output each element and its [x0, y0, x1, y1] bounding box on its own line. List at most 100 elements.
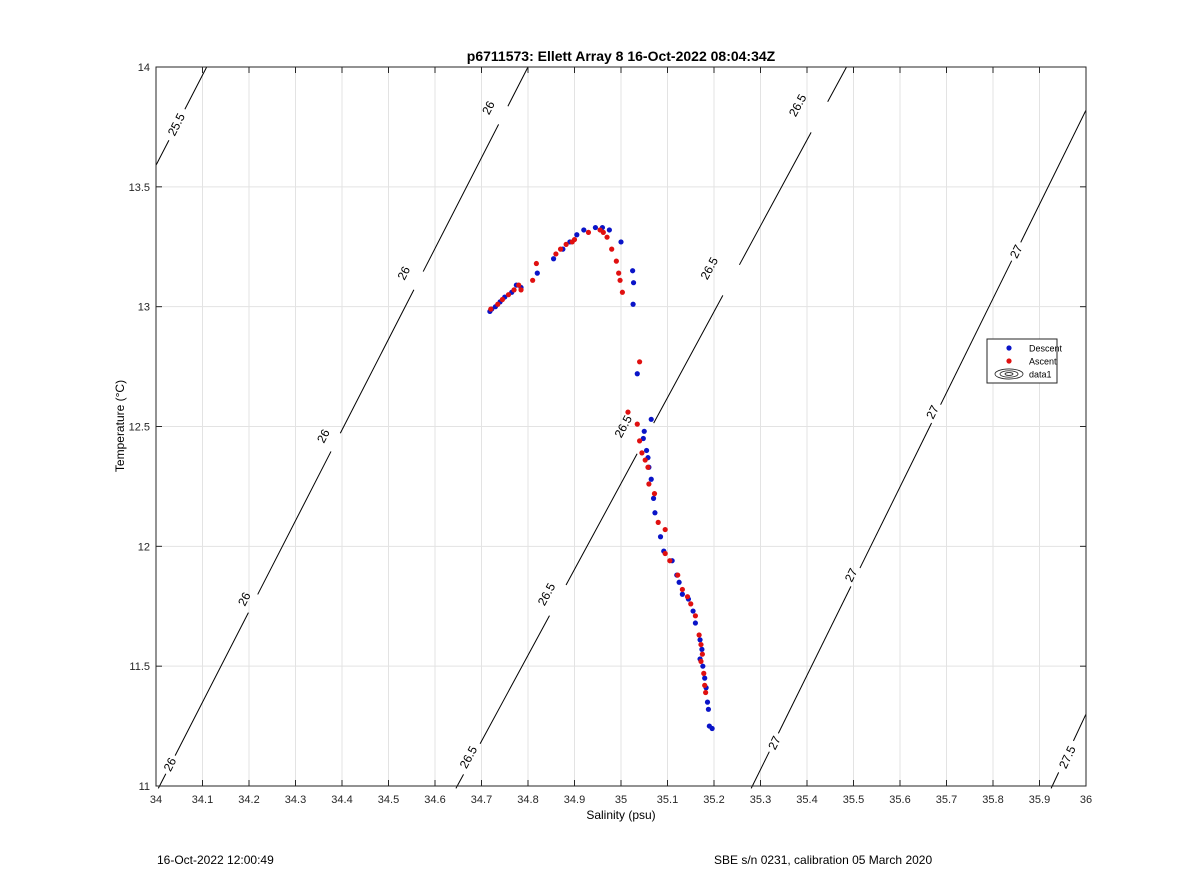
descent-point — [690, 608, 696, 614]
y-tick-label: 13.5 — [129, 182, 150, 194]
descent-point — [705, 706, 712, 712]
ascent-point — [511, 287, 517, 293]
x-tick-label: 35.2 — [703, 794, 724, 806]
isopycnal-line — [155, 139, 170, 166]
descent-point — [640, 435, 646, 442]
descent-point — [534, 270, 540, 276]
y-tick-label: 11 — [139, 781, 150, 793]
legend-contour-icon — [1004, 372, 1014, 376]
descent-point — [679, 591, 685, 597]
legend-label: Ascent — [1029, 357, 1057, 367]
isopycnal-line — [339, 289, 415, 434]
isopycnal-label: 27 — [1007, 242, 1026, 260]
ascent-point — [619, 289, 625, 295]
descent-point — [657, 534, 664, 540]
x-axis-label: Salinity (psu) — [586, 808, 655, 822]
isopycnal-label: 26 — [479, 98, 498, 117]
footer-timestamp: 16-Oct-2022 12:00:49 — [157, 853, 274, 867]
isopycnal-line — [422, 124, 500, 272]
isopycnal-line — [184, 66, 208, 110]
isopycnal-label: 27.5 — [1056, 743, 1079, 770]
descent-point — [676, 579, 682, 585]
isopycnal-label: 26.5 — [786, 91, 810, 118]
isopycnal-line — [859, 422, 933, 569]
ascent-point — [609, 246, 615, 252]
isopycnal-line — [507, 66, 529, 107]
ascent-point — [557, 246, 564, 252]
isopycnal-label: 27 — [765, 733, 784, 751]
isopycnal-line — [750, 751, 770, 789]
isopycnal-line — [479, 615, 550, 744]
ascent-point — [692, 613, 699, 619]
ascent-point — [688, 601, 694, 607]
x-tick-label: 34.8 — [517, 794, 538, 806]
ascent-point — [616, 270, 622, 276]
ascent-point — [702, 682, 708, 688]
legend-label: data1 — [1029, 370, 1052, 380]
descent-point — [652, 510, 658, 516]
x-tick-label: 35.4 — [796, 794, 817, 806]
ascent-point — [662, 526, 668, 533]
descent-point — [704, 699, 711, 705]
ascent-point — [533, 260, 539, 267]
ascent-point — [655, 519, 661, 525]
isopycnal-label: 26 — [395, 264, 414, 283]
descent-point — [550, 256, 557, 262]
y-tick-label: 12 — [138, 541, 150, 553]
isopycnal-label: 27 — [923, 403, 942, 421]
ascent-point — [563, 241, 569, 247]
x-tick-label: 34.5 — [378, 794, 399, 806]
isopycnal-line — [827, 66, 847, 103]
ascent-point — [639, 450, 645, 456]
x-tick-label: 34.7 — [471, 794, 492, 806]
x-tick-label: 34 — [150, 794, 162, 806]
ascent-point — [662, 550, 668, 557]
isopycnal-label: 26.5 — [457, 743, 481, 770]
ascent-point — [625, 409, 631, 415]
ascent-point — [571, 236, 578, 243]
ascent-point — [518, 287, 524, 293]
descent-point — [630, 280, 637, 286]
ascent-point — [637, 359, 643, 365]
descent-point — [702, 675, 708, 681]
descent-point — [592, 224, 599, 231]
isopycnal-label: 27 — [842, 566, 861, 584]
ascent-point — [703, 689, 709, 696]
ascent-point — [698, 641, 704, 648]
descent-point — [699, 646, 705, 652]
ascent-point — [699, 651, 705, 657]
ascent-point — [553, 251, 559, 257]
isopycnal-line — [738, 132, 812, 266]
ascent-point — [667, 558, 673, 564]
ascent-point — [696, 632, 702, 638]
isopycnal-label: 26 — [161, 755, 180, 774]
descent-point — [630, 268, 636, 274]
isopycnal-line — [1072, 713, 1087, 742]
ascent-point — [645, 464, 651, 470]
x-tick-label: 35.1 — [657, 794, 678, 806]
descent-point — [606, 227, 612, 233]
isopycnal-label: 26 — [235, 590, 254, 609]
ascent-point — [679, 586, 685, 593]
ascent-point — [604, 234, 610, 240]
legend-contour-icon — [999, 370, 1019, 378]
ascent-point — [651, 491, 658, 497]
descent-point — [574, 232, 580, 238]
ascent-point — [488, 306, 494, 312]
x-tick-label: 35.7 — [936, 794, 957, 806]
descent-point — [618, 239, 624, 245]
x-tick-label: 34.1 — [192, 794, 213, 806]
descent-point — [641, 428, 647, 434]
descent-point — [634, 371, 640, 377]
chart-title: p6711573: Ellett Array 8 16-Oct-2022 08:… — [467, 48, 776, 64]
ascent-point — [642, 457, 648, 463]
ascent-point — [698, 658, 704, 664]
x-tick-label: 35.8 — [982, 794, 1003, 806]
ascent-point — [585, 229, 592, 235]
isopycnal-line — [257, 451, 332, 595]
x-tick-label: 34.9 — [564, 794, 585, 806]
ascent-point — [701, 670, 707, 676]
y-tick-label: 12.5 — [129, 422, 150, 434]
descent-point — [630, 301, 636, 307]
